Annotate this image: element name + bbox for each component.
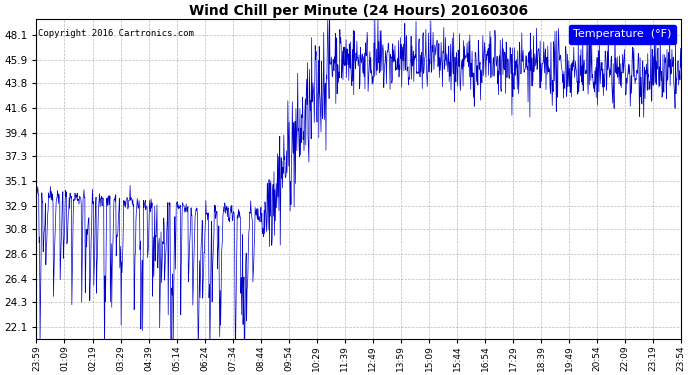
Temperature  (°F) — [248, 220, 257, 224]
Title: Wind Chill per Minute (24 Hours) 20160306: Wind Chill per Minute (24 Hours) 2016030… — [189, 4, 529, 18]
Legend: Temperature  (°F): Temperature (°F) — [569, 25, 676, 44]
Temperature  (°F) — [602, 51, 610, 56]
Temperature  (°F) — [176, 203, 184, 207]
Temperature  (°F) — [544, 65, 553, 69]
Temperature  (°F) — [460, 44, 469, 48]
Temperature  (°F) — [160, 224, 168, 228]
Temperature  (°F) — [32, 189, 41, 194]
Temperature  (°F) — [677, 61, 685, 65]
Text: Copyright 2016 Cartronics.com: Copyright 2016 Cartronics.com — [38, 29, 194, 38]
Line: Temperature  (°F): Temperature (°F) — [37, 0, 681, 375]
